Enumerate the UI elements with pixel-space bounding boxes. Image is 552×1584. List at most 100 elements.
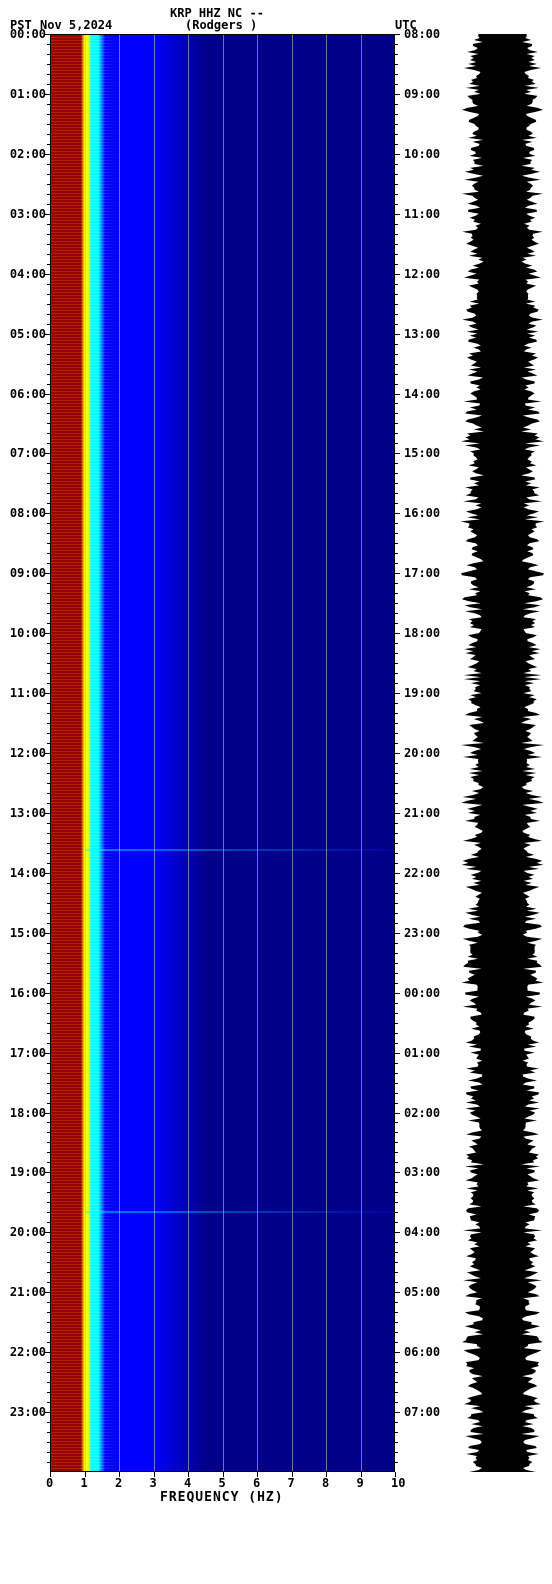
tick-minor (395, 1103, 398, 1104)
tick-minor (47, 793, 50, 794)
tick-minor (395, 653, 398, 654)
tick-minor (47, 953, 50, 954)
tick-minor (47, 114, 50, 115)
tick-minor (395, 1462, 398, 1463)
tick-minor (395, 863, 398, 864)
tick-minor (47, 1402, 50, 1403)
ytick-left-label: 23:00 (6, 1405, 46, 1419)
ytick-left-label: 12:00 (6, 746, 46, 760)
tick-mark (395, 1292, 400, 1293)
tick-minor (47, 1202, 50, 1203)
ytick-left-label: 22:00 (6, 1345, 46, 1359)
xtick-label: 5 (219, 1476, 226, 1490)
tick-minor (47, 1083, 50, 1084)
tick-minor (395, 384, 398, 385)
tick-mark (395, 993, 400, 994)
tick-minor (47, 124, 50, 125)
tick-minor (47, 344, 50, 345)
tick-minor (47, 523, 50, 524)
ytick-left-label: 07:00 (6, 446, 46, 460)
tick-minor (47, 174, 50, 175)
xtick-label: 4 (184, 1476, 191, 1490)
tick-minor (395, 234, 398, 235)
gridline-v (119, 34, 120, 1472)
ytick-left-label: 19:00 (6, 1165, 46, 1179)
tick-minor (395, 1083, 398, 1084)
tick-minor (395, 1192, 398, 1193)
tick-minor (395, 713, 398, 714)
tick-minor (395, 443, 398, 444)
ytick-right-label: 11:00 (404, 207, 440, 221)
tick-minor (395, 304, 398, 305)
tick-minor (47, 374, 50, 375)
tick-mark (395, 1053, 400, 1054)
tick-minor (47, 643, 50, 644)
ytick-right-label: 08:00 (404, 27, 440, 41)
tick-minor (47, 1282, 50, 1283)
tick-mark (395, 753, 400, 754)
ytick-left-label: 21:00 (6, 1285, 46, 1299)
gridline-v (188, 34, 189, 1472)
tick-mark (45, 513, 50, 514)
tick-minor (47, 1132, 50, 1133)
tick-minor (47, 1182, 50, 1183)
tick-minor (47, 1372, 50, 1373)
tick-minor (47, 1023, 50, 1024)
tick-minor (395, 773, 398, 774)
tick-mark (395, 933, 400, 934)
tick-minor (47, 1462, 50, 1463)
waveform-plot (460, 34, 545, 1472)
ytick-left-label: 06:00 (6, 387, 46, 401)
ytick-right-label: 05:00 (404, 1285, 440, 1299)
tick-minor (395, 1003, 398, 1004)
ytick-right-label: 14:00 (404, 387, 440, 401)
tick-mark (395, 274, 400, 275)
tick-minor (47, 433, 50, 434)
tick-minor (47, 663, 50, 664)
xtick-label: 0 (46, 1476, 53, 1490)
tick-minor (395, 324, 398, 325)
tick-mark (395, 573, 400, 574)
tick-minor (47, 64, 50, 65)
tick-minor (47, 1442, 50, 1443)
tick-mark (45, 334, 50, 335)
tick-minor (47, 44, 50, 45)
tick-minor (47, 364, 50, 365)
tick-minor (47, 1322, 50, 1323)
tick-minor (47, 1013, 50, 1014)
x-axis-label: FREQUENCY (HZ) (160, 1490, 284, 1505)
tick-mark (395, 214, 400, 215)
tick-minor (47, 264, 50, 265)
ytick-right-label: 06:00 (404, 1345, 440, 1359)
tick-minor (395, 463, 398, 464)
xtick-label: 7 (288, 1476, 295, 1490)
tick-minor (395, 174, 398, 175)
tick-minor (47, 1362, 50, 1363)
tick-minor (395, 204, 398, 205)
tick-minor (395, 224, 398, 225)
ytick-right-label: 02:00 (404, 1106, 440, 1120)
tick-minor (47, 763, 50, 764)
xtick-label: 10 (391, 1476, 405, 1490)
ytick-right-label: 01:00 (404, 1046, 440, 1060)
tick-mark (45, 693, 50, 694)
tick-minor (47, 583, 50, 584)
tick-minor (395, 1302, 398, 1303)
tick-minor (395, 314, 398, 315)
tick-minor (47, 1162, 50, 1163)
ytick-right-label: 15:00 (404, 446, 440, 460)
tick-minor (47, 473, 50, 474)
tick-minor (395, 593, 398, 594)
tick-minor (47, 603, 50, 604)
tick-minor (47, 653, 50, 654)
ytick-right-label: 00:00 (404, 986, 440, 1000)
tick-minor (47, 1382, 50, 1383)
tick-minor (395, 1152, 398, 1153)
tick-mark (45, 274, 50, 275)
tick-minor (47, 713, 50, 714)
tick-minor (395, 354, 398, 355)
tick-minor (395, 683, 398, 684)
tick-minor (47, 923, 50, 924)
tick-minor (395, 1282, 398, 1283)
tick-minor (47, 1093, 50, 1094)
